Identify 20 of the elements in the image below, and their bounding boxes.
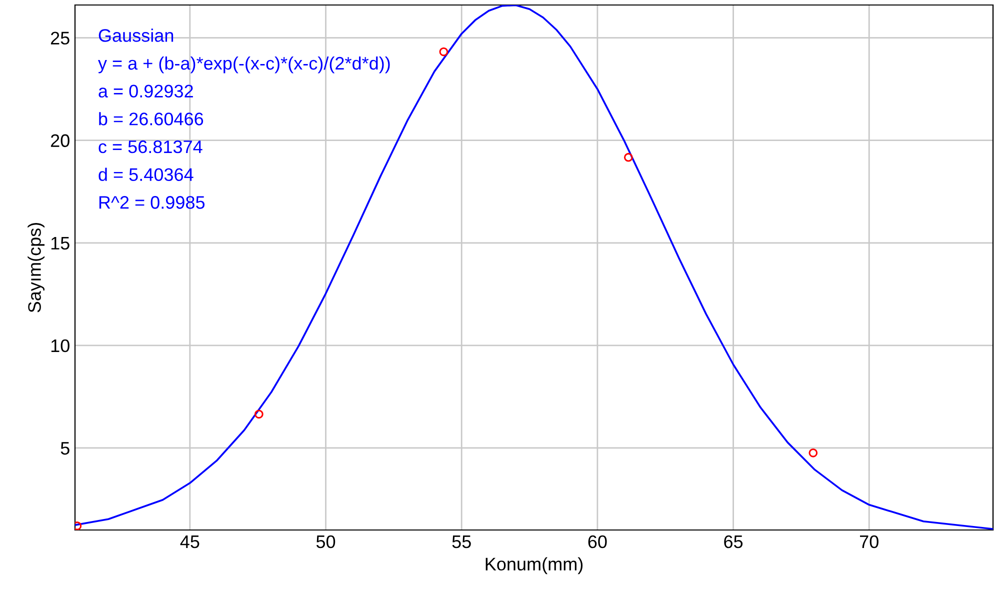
x-tick-label: 55 xyxy=(452,536,471,548)
annotation: b = 26.60466 xyxy=(99,112,204,126)
x-tick-label: 50 xyxy=(316,535,336,548)
annotation: a = 0.92932 xyxy=(98,84,193,98)
x-tick-label: 45 xyxy=(180,536,200,548)
y-tick-label: 15 xyxy=(51,237,70,250)
annotation: Gaussian xyxy=(98,28,174,42)
annotation: R^2 = 0.9985 xyxy=(99,196,205,209)
x-axis-title: Konum(mm) xyxy=(486,557,583,574)
y-tick-label: 5 xyxy=(60,442,70,455)
annotation: d = 5.40364 xyxy=(98,168,194,182)
y-tick-label: 20 xyxy=(50,134,70,148)
annotation: c = 56.81374 xyxy=(98,140,202,154)
y-axis-title: Sayım(cps) xyxy=(28,222,44,312)
y-tick-label: 10 xyxy=(51,339,70,352)
x-tick-label: 65 xyxy=(724,535,743,548)
annotation: y = a + (b-a)*exp(-(x-c)*(x-c)/(2*d*d)) xyxy=(98,56,390,74)
x-tick-label: 60 xyxy=(588,535,607,548)
y-tick-label: 25 xyxy=(50,32,70,45)
x-tick-label: 70 xyxy=(860,535,878,548)
